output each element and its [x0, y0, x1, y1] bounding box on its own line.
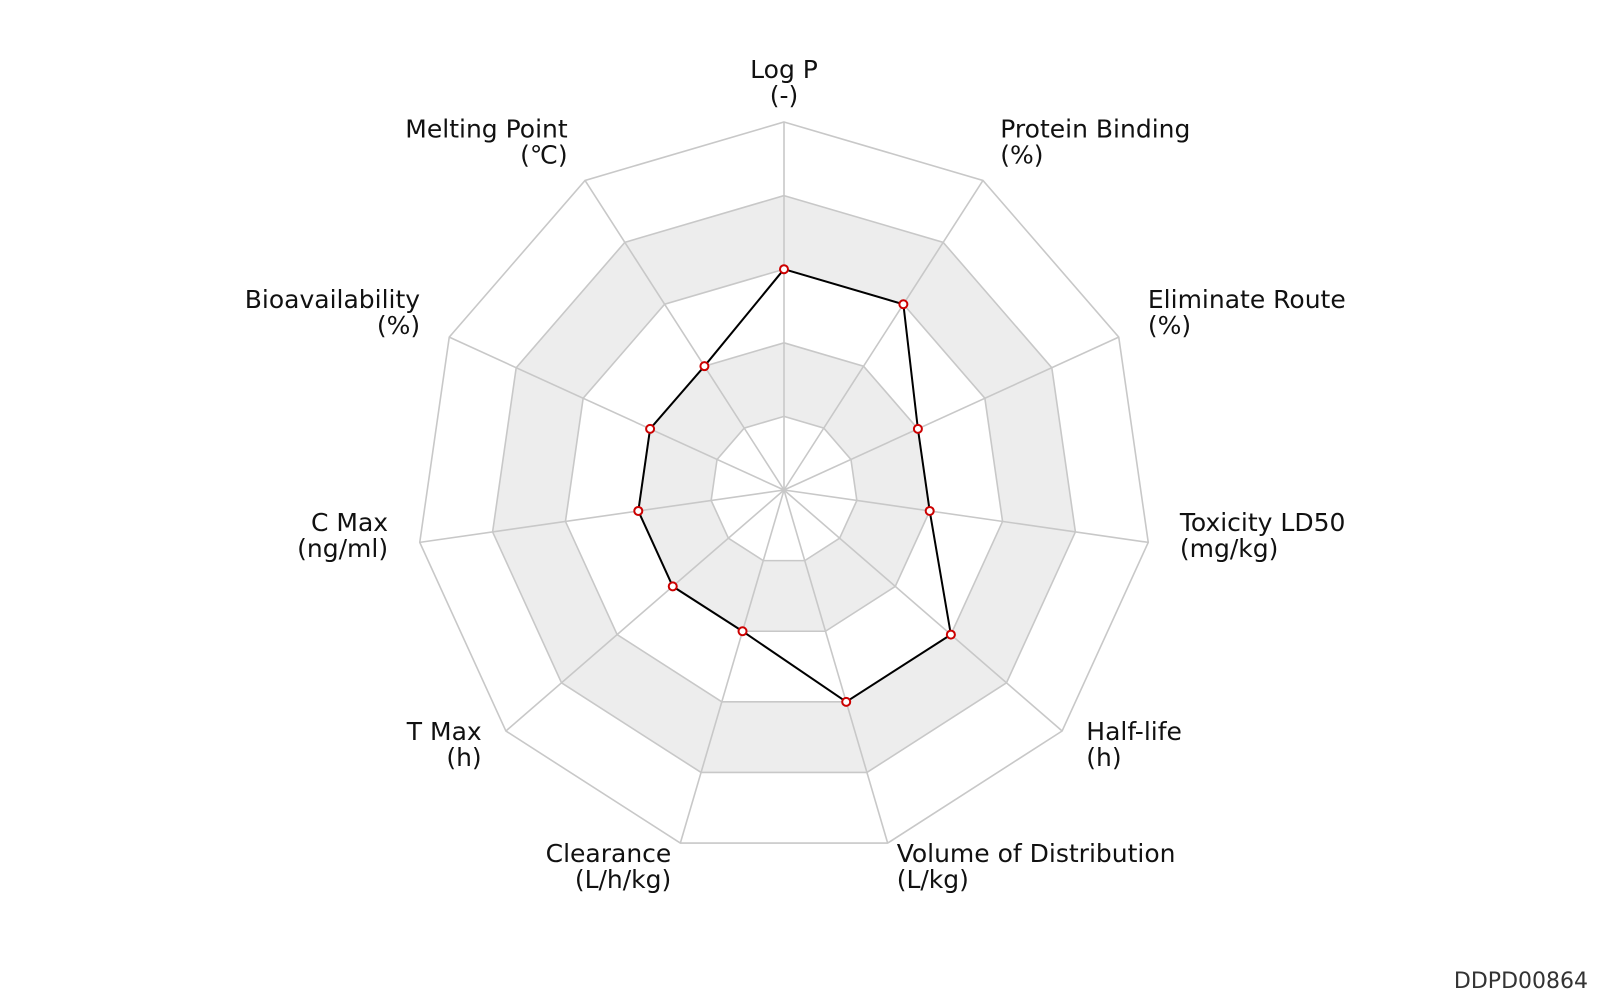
- data-point-5: [841, 696, 852, 707]
- axis-unit-1: (%): [1000, 141, 1043, 170]
- axis-unit-3: (mg/kg): [1180, 534, 1279, 563]
- axis-label-9: Bioavailability: [245, 285, 421, 314]
- data-point-2: [912, 423, 923, 434]
- spoke-5: [783, 489, 889, 844]
- axis-unit-9: (%): [377, 311, 420, 340]
- axis-label-8: C Max: [311, 508, 388, 537]
- compound-id-label: DDPD00864: [1454, 969, 1588, 994]
- data-point-10: [699, 361, 710, 372]
- axis-unit-10: (℃): [520, 141, 568, 170]
- series-layer: [633, 264, 956, 707]
- data-point-3: [924, 505, 935, 516]
- grid-lines: [419, 122, 1149, 844]
- data-point-1: [898, 299, 909, 310]
- axis-label-3: Toxicity LD50: [1179, 508, 1346, 537]
- axis-label-10: Melting Point: [405, 115, 568, 144]
- spoke-2: [783, 336, 1120, 491]
- axis-unit-8: (ng/ml): [297, 534, 388, 563]
- spoke-3: [783, 489, 1149, 544]
- series-line-0: [637, 268, 952, 704]
- data-point-9: [645, 423, 656, 434]
- spoke-7: [505, 489, 785, 732]
- spoke-10: [584, 179, 785, 491]
- axis-unit-5: (L/kg): [897, 865, 969, 894]
- spoke-6: [679, 489, 785, 844]
- axis-unit-0: (-): [770, 81, 799, 110]
- axis-label-7: T Max: [406, 717, 482, 746]
- axis-label-0: Log P: [750, 55, 818, 84]
- axis-unit-2: (%): [1148, 311, 1191, 340]
- axis-unit-6: (L/h/kg): [575, 865, 671, 894]
- spoke-4: [783, 489, 1063, 732]
- spoke-8: [419, 489, 785, 544]
- axis-label-5: Volume of Distribution: [897, 839, 1176, 868]
- axis-unit-7: (h): [446, 743, 481, 772]
- data-point-6: [737, 626, 748, 637]
- axis-label-6: Clearance: [546, 839, 672, 868]
- axis-labels: Log P(-)Protein Binding(%)Eliminate Rout…: [245, 55, 1346, 894]
- axis-label-2: Eliminate Route: [1148, 285, 1346, 314]
- axis-unit-4: (h): [1086, 743, 1121, 772]
- spoke-1: [783, 179, 984, 491]
- data-point-8: [633, 505, 644, 516]
- axis-label-4: Half-life: [1086, 717, 1182, 746]
- spoke-9: [448, 336, 785, 491]
- data-point-7: [667, 581, 678, 592]
- data-point-4: [945, 629, 956, 640]
- axis-label-1: Protein Binding: [1000, 115, 1190, 144]
- data-point-0: [779, 264, 789, 275]
